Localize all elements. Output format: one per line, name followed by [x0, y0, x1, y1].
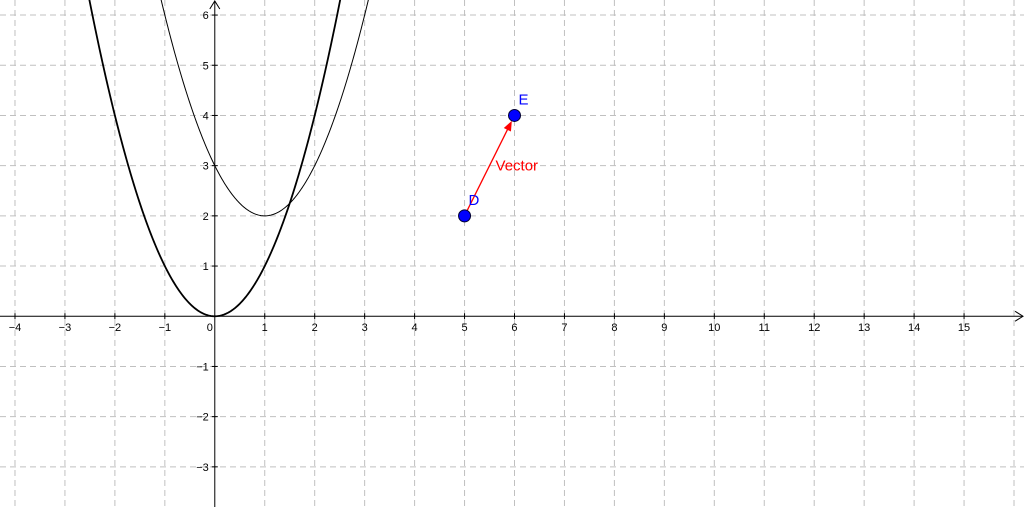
function-curves [88, 0, 369, 318]
y-tick-label: 2 [203, 211, 209, 223]
point-label-E: E [518, 91, 528, 108]
point-label-D: D [469, 192, 480, 209]
y-tick-label: 5 [203, 60, 209, 72]
x-tick-label: 6 [511, 322, 517, 334]
vector-arrowhead [503, 120, 512, 132]
x-tick-label: 10 [708, 322, 720, 334]
y-tick-label: 4 [203, 110, 209, 122]
x-tick-label: 7 [561, 322, 567, 334]
x-tick-label: 4 [412, 322, 418, 334]
curve-g [160, 0, 369, 217]
x-tick-label: 13 [858, 322, 870, 334]
x-tick-label: 14 [908, 322, 920, 334]
x-tick-label: −1 [159, 322, 172, 334]
tick-labels: −4 −3 −2 −1 0 1 2 3 4 5 6 7 8 9 10 11 12 13 14 15−3−2−11234… [9, 10, 970, 474]
point-E[interactable] [507, 108, 521, 122]
x-tick-label: 5 [461, 322, 467, 334]
x-tick-label: 12 [808, 322, 820, 334]
point-D[interactable] [458, 209, 472, 223]
x-tick-label: −2 [109, 322, 122, 334]
x-tick-label: 2 [312, 322, 318, 334]
y-tick-label: 6 [203, 10, 209, 22]
x-axis-arrow [1014, 310, 1024, 322]
points-group: DE [458, 91, 529, 223]
x-tick-label: 3 [362, 322, 368, 334]
x-tick-label: 11 [759, 322, 770, 334]
vector-label: Vector [496, 158, 539, 175]
x-tick-label: 1 [262, 322, 268, 334]
x-tick-label: −3 [59, 322, 72, 334]
x-tick-label: −4 [9, 322, 22, 334]
y-tick-label: 3 [203, 161, 209, 173]
x-tick-label: 9 [661, 322, 667, 334]
vector-line[interactable] [463, 124, 511, 217]
y-tick-label: −1 [196, 361, 209, 373]
x-tick-label: 0 [207, 322, 213, 334]
y-tick-label: −2 [196, 412, 209, 424]
curve-f [88, 0, 342, 318]
x-tick-label: 15 [958, 322, 970, 334]
y-tick-label: −3 [196, 462, 209, 474]
y-axis-arrow [209, 0, 221, 10]
vector-group: Vector [463, 120, 539, 217]
y-tick-label: 1 [203, 261, 209, 273]
x-tick-label: 8 [611, 322, 617, 334]
